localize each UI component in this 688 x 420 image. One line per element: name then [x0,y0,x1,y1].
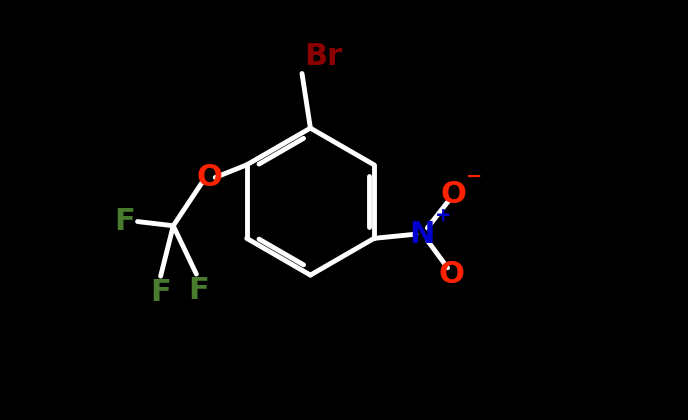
Text: O: O [441,180,466,209]
Text: O: O [439,260,464,289]
Text: N: N [409,220,435,249]
Text: O: O [196,163,222,192]
Text: −: − [466,167,483,186]
Text: F: F [150,278,171,307]
Text: +: + [435,206,451,225]
Text: F: F [115,207,136,236]
Text: F: F [188,276,209,305]
Text: Br: Br [304,42,342,71]
